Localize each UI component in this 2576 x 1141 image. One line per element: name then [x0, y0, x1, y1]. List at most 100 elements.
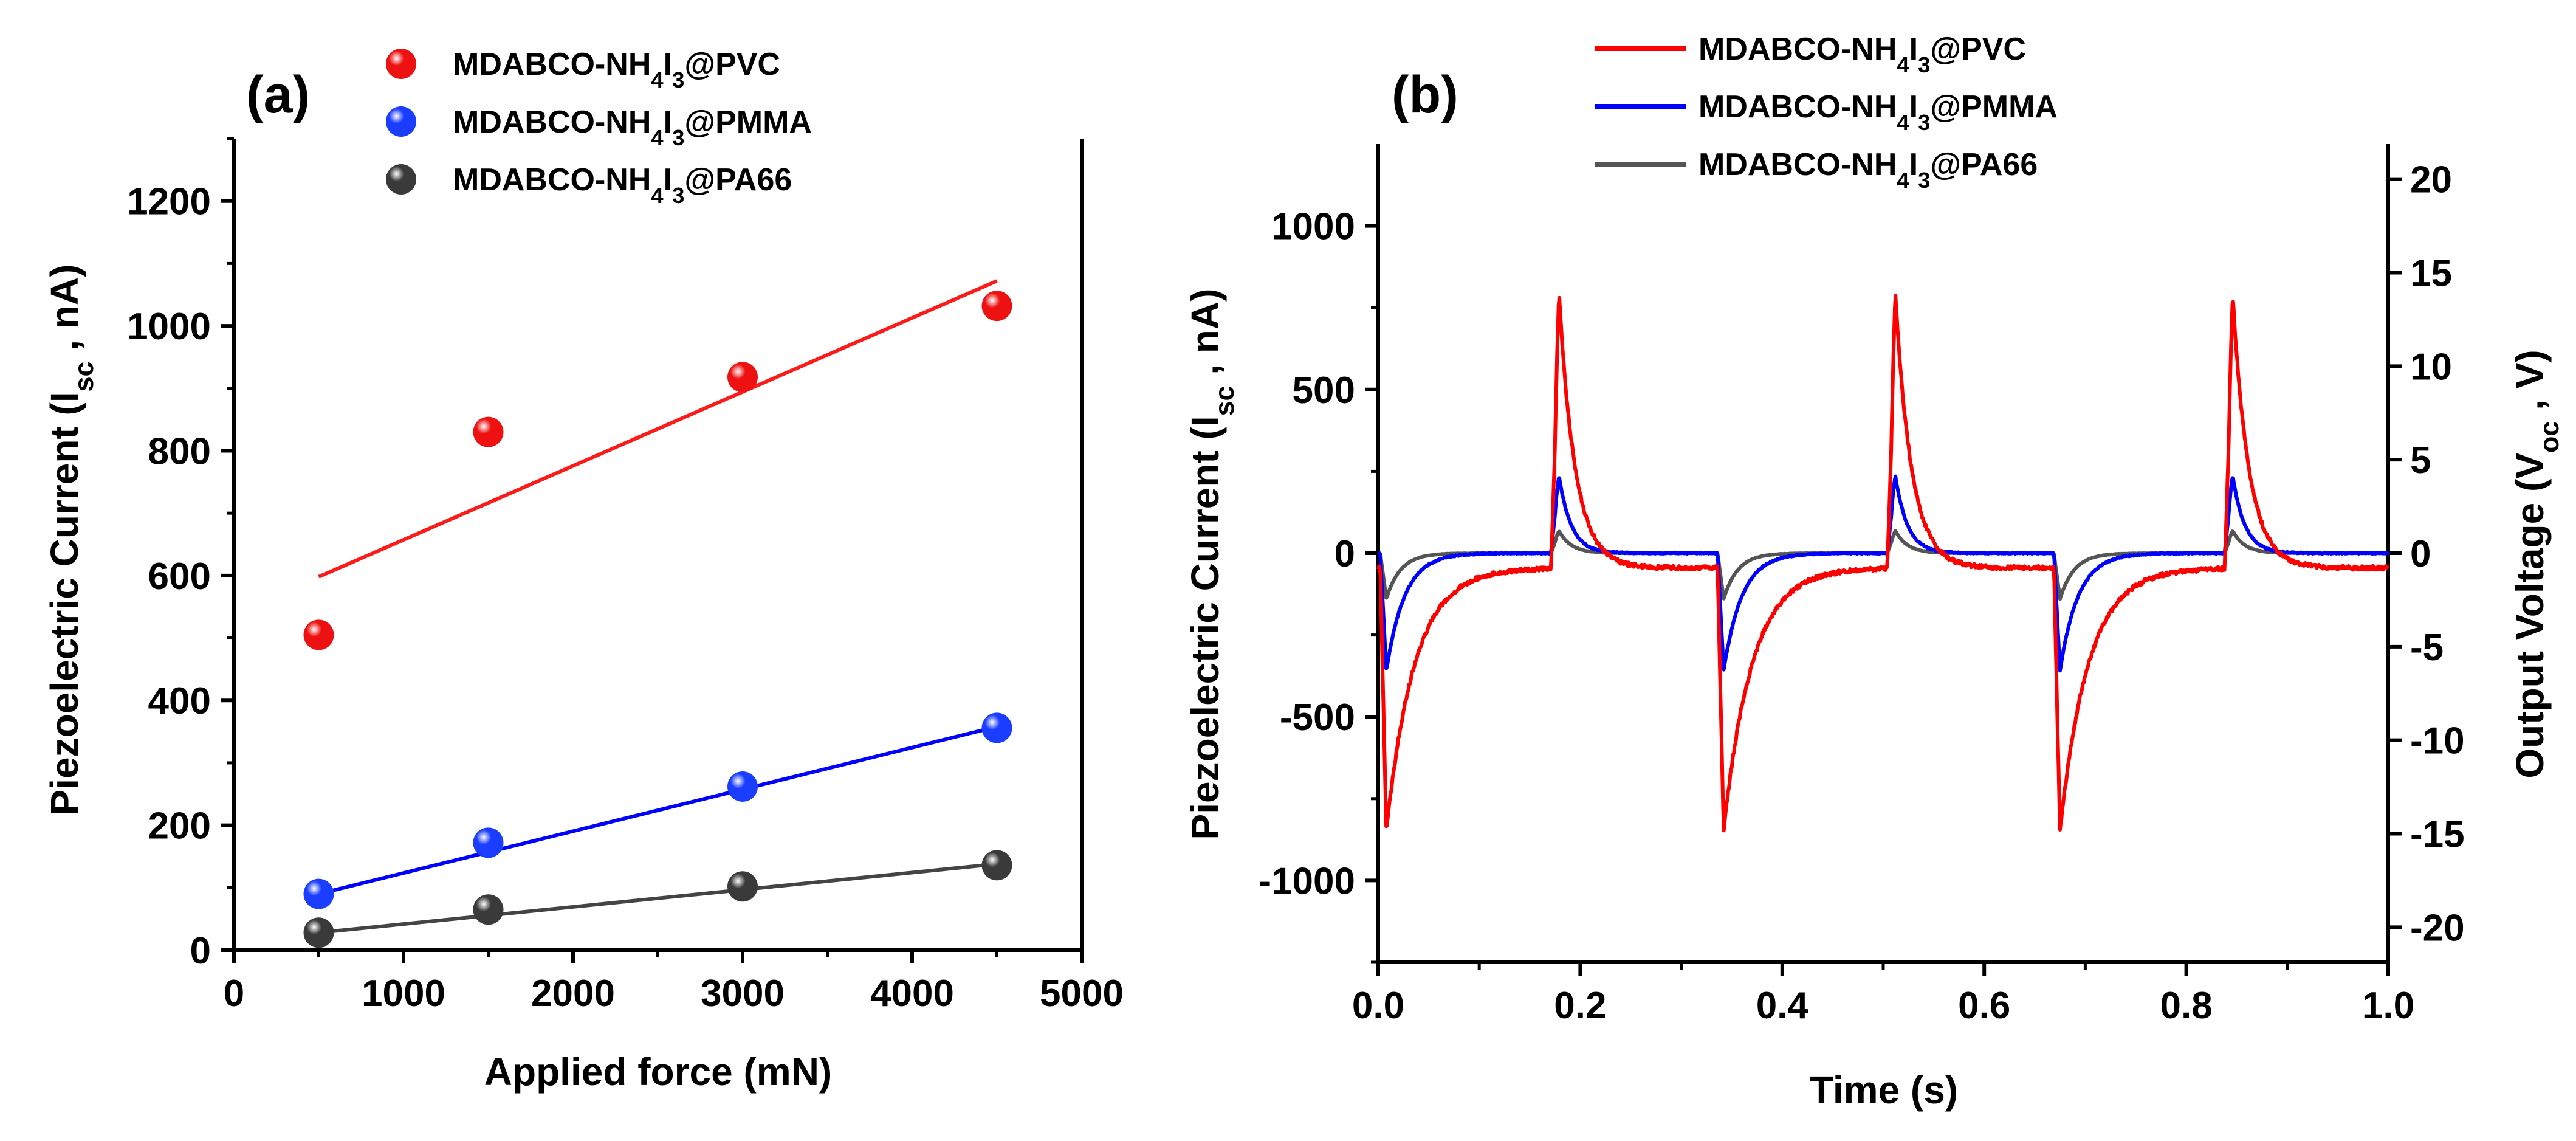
label-text: @PA66 — [1930, 147, 2038, 182]
panel-b-y2-axis-label: Output Voltage (Voc , V) — [2508, 350, 2564, 778]
panel-b-y2-tick-label: -15 — [2410, 813, 2465, 855]
subscript-text: 4 — [1897, 52, 1909, 77]
legend-label-pvc: MDABCO-NH4I3@PVC — [453, 47, 780, 92]
signal-line-pmma — [1377, 474, 2390, 673]
panel-b-y2-tick-label: -10 — [2410, 720, 2465, 762]
panel-a-x-tick-label: 5000 — [1040, 973, 1124, 1015]
data-point-pvc — [303, 619, 334, 650]
subscript-text: 4 — [651, 125, 664, 150]
data-point-pvc — [727, 362, 758, 393]
subscript-text: 3 — [1918, 110, 1930, 135]
legend-label-pa66: MDABCO-NH4I3@PA66 — [1698, 147, 2038, 193]
data-point-pa66 — [727, 871, 758, 902]
data-point-pmma — [303, 878, 334, 909]
panel-a-y-axis-label: Piezoelectric Current (Isc , nA) — [43, 264, 99, 816]
panel-b-x-tick-label: 0.4 — [1756, 985, 1809, 1027]
panel-b-y-axis-label: Piezoelectric Current (Isc , nA) — [1183, 289, 1240, 840]
label-text: @PVC — [1930, 32, 2026, 67]
panel-b-y2-tick-label: 5 — [2410, 440, 2431, 481]
label-text: @PA66 — [684, 162, 792, 198]
panel-a-axes: 0 1000 2000 3000 4000 5000 0 200 400 600 800 1000 12… — [127, 137, 1124, 1015]
panel-a-x-tick-label: 1000 — [362, 973, 445, 1015]
panel-a-y-tick-label: 0 — [190, 930, 211, 972]
panel-b-x-axis-label: Time (s) — [1810, 1068, 1958, 1112]
data-point-pa66 — [303, 917, 334, 948]
subscript-text: sc — [1209, 386, 1240, 416]
panel-a-plot-area — [303, 279, 1012, 948]
panel-b-x-tick-label: 0.6 — [1958, 985, 2010, 1027]
panel-a-x-tick-label: 3000 — [701, 973, 785, 1015]
panel-b-y-tick-label: 1000 — [1271, 206, 1355, 248]
subscript-text: 3 — [672, 67, 684, 92]
label-text: MDABCO-NH — [453, 162, 651, 198]
panel-a-y-tick-label: 600 — [148, 556, 211, 598]
panel-b-legend: MDABCO-NH4I3@PVCMDABCO-NH4I3@PMMAMDABCO-… — [1595, 32, 2058, 193]
panel-b-y2-tick-label: 10 — [2410, 346, 2452, 388]
subscript-text: 4 — [1897, 168, 1909, 193]
label-text: MDABCO-NH — [1698, 89, 1897, 125]
label-text: MDABCO-NH — [1698, 32, 1897, 67]
subscript-text: sc — [69, 362, 99, 392]
subscript-text: 3 — [1918, 52, 1930, 77]
panel-b: (b) MDABCO-NH4I3@PVCMDABCO-NH4I3@PMMAMDA… — [1183, 32, 2564, 1112]
panel-a-label: (a) — [246, 66, 310, 124]
label-text: MDABCO-NH — [1698, 147, 1897, 182]
label-text: , nA) — [1183, 289, 1227, 386]
label-text: , V) — [2508, 350, 2552, 421]
label-text: Piezoelectric Current (I — [1183, 416, 1227, 839]
panel-a-x-tick-label: 4000 — [870, 973, 954, 1015]
panel-a-x-tick-label: 2000 — [531, 973, 615, 1015]
panel-b-y2-tick-label: 20 — [2410, 159, 2452, 201]
panel-a-y-tick-label: 800 — [148, 430, 211, 472]
panel-a-x-tick-label: 0 — [224, 973, 244, 1015]
subscript-text: 4 — [651, 67, 664, 92]
panel-b-y2-tick-label: 0 — [2410, 533, 2431, 575]
panel-a-x-axis-label: Applied force (mN) — [484, 1050, 832, 1094]
data-point-pmma — [473, 827, 504, 858]
label-text: I — [1909, 32, 1918, 67]
data-point-pvc — [981, 291, 1012, 322]
subscript-text: oc — [2534, 421, 2564, 453]
panel-b-y2-tick-label: -20 — [2410, 907, 2465, 949]
data-point-pmma — [981, 712, 1012, 743]
data-point-pmma — [727, 771, 758, 802]
panel-a-legend: MDABCO-NH4I3@PVCMDABCO-NH4I3@PMMAMDABCO-… — [386, 47, 812, 208]
panel-b-x-tick-label: 1.0 — [2362, 985, 2414, 1027]
data-point-pa66 — [981, 850, 1012, 881]
legend-marker-pmma — [386, 106, 416, 137]
legend-label-pvc: MDABCO-NH4I3@PVC — [1698, 32, 2026, 77]
signal-line-pvc — [1376, 294, 2390, 833]
subscript-text: 4 — [651, 183, 664, 208]
legend-label-pmma: MDABCO-NH4I3@PMMA — [1698, 89, 2058, 135]
legend-label-pa66: MDABCO-NH4I3@PA66 — [453, 162, 792, 208]
subscript-text: 3 — [672, 183, 684, 208]
data-point-pvc — [473, 416, 504, 447]
panel-b-x-tick-label: 0.0 — [1352, 985, 1404, 1027]
panel-b-y-tick-label: 500 — [1293, 370, 1355, 412]
label-text: @PVC — [684, 47, 780, 82]
subscript-text: 4 — [1897, 110, 1909, 135]
panel-a-y-tick-label: 400 — [148, 680, 211, 722]
data-point-pa66 — [473, 894, 504, 925]
label-text: I — [664, 105, 672, 140]
subscript-text: 3 — [672, 125, 684, 150]
label-text: Output Voltage (V — [2508, 453, 2552, 779]
label-text: MDABCO-NH — [453, 105, 651, 140]
panel-a: (a) MDABCO-NH4I3@PVCMDABCO-NH4I3@PMMAMDA… — [43, 47, 1124, 1094]
label-text: I — [664, 47, 672, 82]
legend-marker-pa66 — [386, 164, 416, 195]
fit-line-pvc — [318, 279, 998, 579]
panel-b-y-tick-label: -500 — [1280, 697, 1355, 739]
label-text: Piezoelectric Current (I — [43, 391, 86, 815]
panel-b-plot-area — [1376, 294, 2390, 833]
panel-b-y2-tick-label: -5 — [2410, 627, 2444, 669]
label-text: I — [1909, 147, 1918, 182]
panel-b-y-tick-label: 0 — [1334, 533, 1355, 575]
legend-marker-pvc — [386, 49, 416, 79]
panel-a-y-tick-label: 1200 — [127, 181, 211, 223]
label-text: , nA) — [43, 264, 86, 362]
panel-a-y-tick-label: 200 — [148, 805, 211, 847]
panel-b-y-tick-label: -1000 — [1259, 860, 1355, 902]
panel-b-y2-tick-label: 15 — [2410, 253, 2452, 295]
